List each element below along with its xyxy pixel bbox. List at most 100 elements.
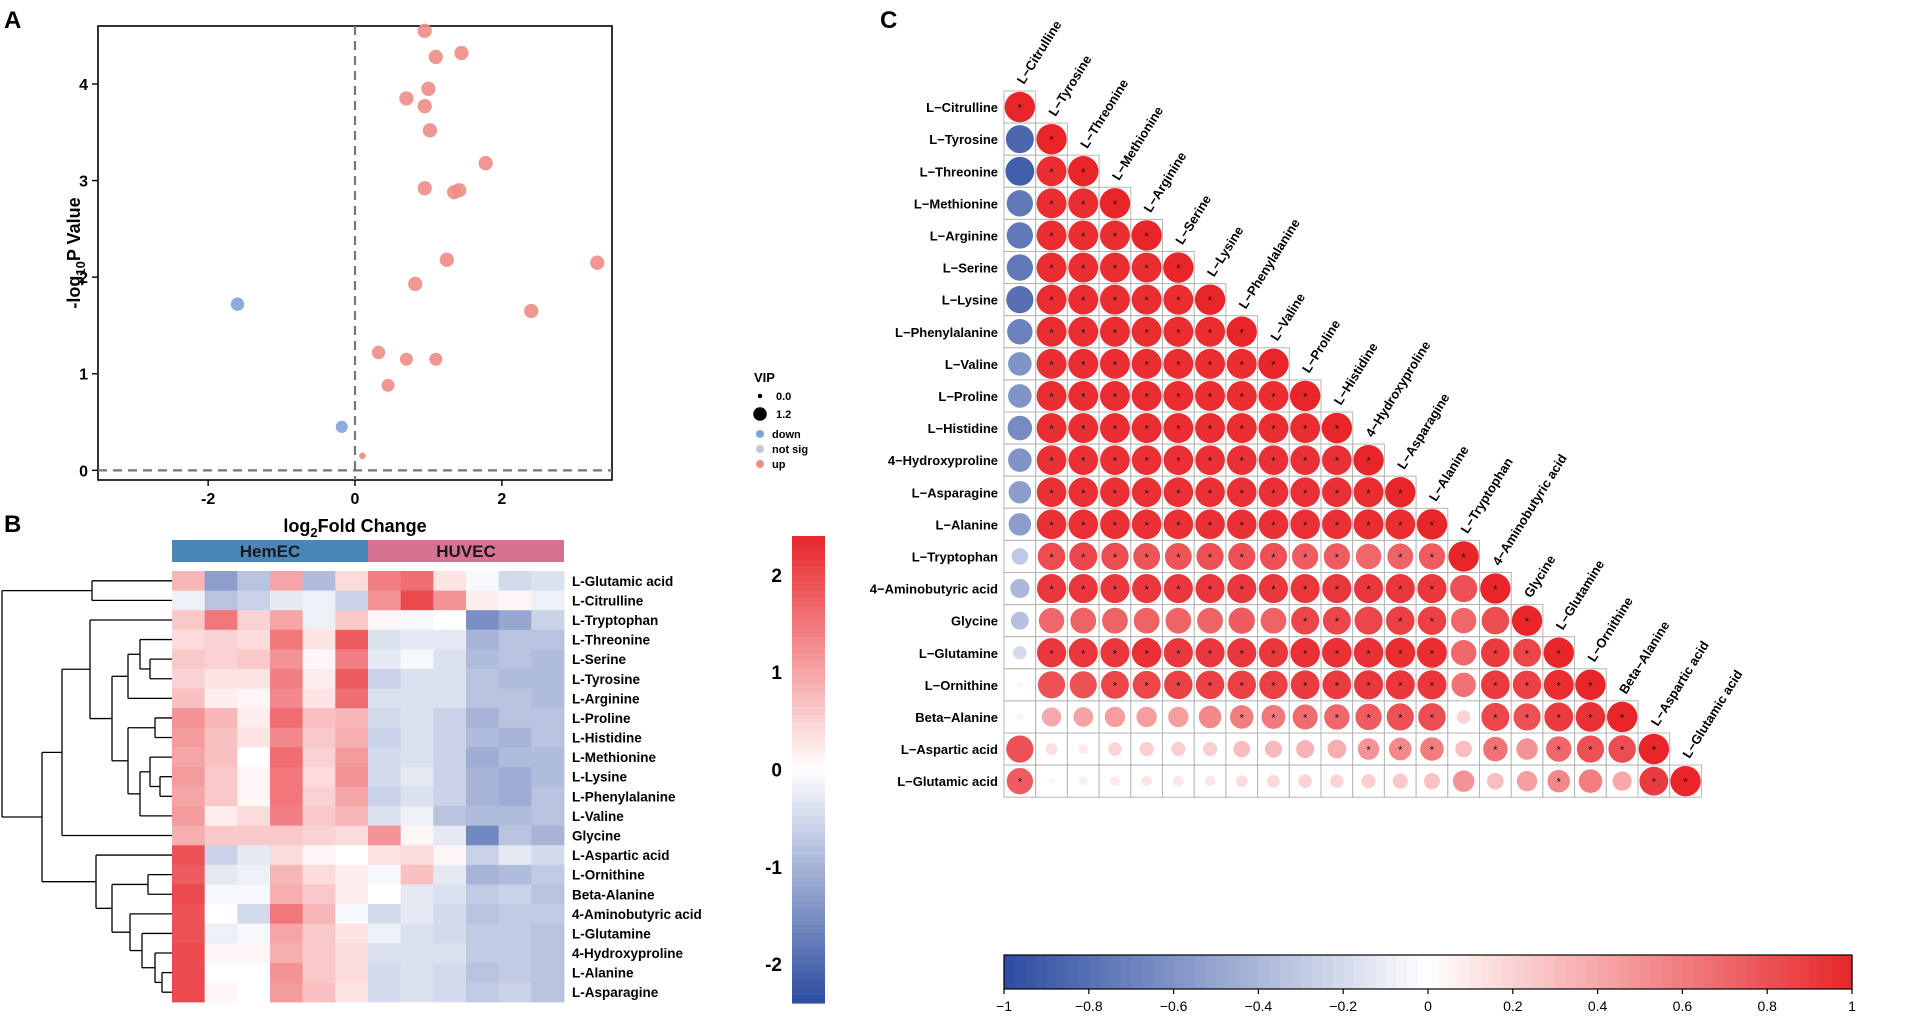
heatmap-cell: [400, 629, 434, 650]
correlation-circle: [1322, 509, 1352, 540]
heatmap-cell: [498, 668, 532, 689]
correlation-circle: [1068, 156, 1099, 187]
significance-star: *: [1113, 456, 1118, 468]
correlation-circle: [1131, 445, 1162, 475]
correlation-scale-label: 0.6: [1673, 998, 1693, 1014]
heatmap-row-label: L-Alanine: [572, 966, 634, 981]
correlation-scale-step: [1470, 955, 1482, 989]
correlation-circle: [1068, 348, 1099, 379]
significance-star: *: [1652, 777, 1657, 789]
heatmap-scale-step: [792, 644, 825, 654]
correlation-circle: [1290, 670, 1320, 700]
correlation-circle: [1361, 774, 1376, 789]
heatmap-cell: [302, 806, 336, 827]
significance-star: *: [1081, 327, 1086, 339]
significance-star: *: [1081, 231, 1086, 243]
correlation-scale-step: [1014, 955, 1026, 989]
correlation-scale-step: [1629, 955, 1641, 989]
correlation-circle: [1290, 413, 1321, 444]
correlation-circle: [1163, 252, 1194, 283]
heatmap-cell: [204, 884, 238, 905]
heatmap-cell: [433, 747, 467, 768]
correlation-circle: [1006, 767, 1034, 795]
heatmap-cell: [498, 727, 532, 748]
significance-star: *: [1303, 616, 1308, 628]
correlation-circle: [1258, 413, 1289, 444]
correlation-circle: [1195, 573, 1225, 604]
legend-title: VIP: [754, 370, 775, 385]
heatmap-cell: [498, 923, 532, 944]
heatmap-scale-step: [792, 676, 825, 685]
heatmap-cell: [237, 629, 271, 650]
volcano-point-up: [590, 255, 605, 270]
heatmap-scale-label: -2: [765, 955, 782, 976]
correlation-circle: [1131, 252, 1162, 283]
correlation-circle: [1258, 380, 1289, 411]
correlation-circle: [1483, 736, 1508, 762]
correlation-circle: [1194, 284, 1226, 315]
correlation-circle: [1136, 706, 1157, 728]
correlation-circle: [1511, 605, 1543, 636]
significance-star: *: [1176, 648, 1181, 660]
heatmap-cell: [400, 923, 434, 944]
heatmap-cell: [531, 825, 565, 846]
significance-star: *: [1335, 680, 1340, 692]
correlation-circle: [1417, 670, 1447, 700]
y-axis-label: -log10P Value: [64, 197, 88, 308]
heatmap-scale-step: [792, 722, 825, 732]
correlation-circle: [1068, 638, 1098, 668]
correlation-circle: [1451, 672, 1476, 698]
significance-star: *: [1145, 680, 1150, 692]
correlation-scale-step: [1428, 955, 1440, 989]
correlation-scale-step: [1120, 955, 1132, 989]
correlation-scale-step: [1364, 955, 1376, 989]
correlation-scale-step: [1173, 955, 1185, 989]
heatmap-cell: [498, 884, 532, 905]
heatmap-cell: [204, 962, 238, 983]
correlation-circle: [1036, 123, 1067, 155]
significance-star: *: [1398, 520, 1403, 532]
significance-star: *: [1303, 712, 1308, 724]
correlation-circle: [1008, 480, 1032, 504]
correlation-circle: [1068, 284, 1099, 315]
significance-star: *: [1430, 648, 1435, 660]
correlation-row-label: L−Histidine: [928, 421, 998, 436]
heatmap-cell: [335, 864, 369, 885]
correlation-circle: [1512, 670, 1542, 700]
heatmap-cell: [368, 610, 402, 631]
significance-star: *: [1366, 712, 1371, 724]
correlation-circle: [1036, 509, 1067, 540]
volcano-point-down: [335, 420, 348, 433]
significance-star: *: [1208, 648, 1213, 660]
y-axis-label-main: -log: [64, 276, 84, 309]
correlation-circle: [1141, 775, 1152, 787]
heatmap-cell: [466, 904, 500, 925]
heatmap-cell: [270, 806, 304, 827]
heatmap-cell: [498, 904, 532, 925]
correlation-column-label: L−Arginine: [1140, 149, 1189, 215]
correlation-circle: [1420, 737, 1444, 761]
correlation-circle: [1163, 316, 1194, 347]
correlation-circle: [1131, 316, 1162, 347]
volcano-point-down: [230, 297, 245, 311]
correlation-circle: [1355, 703, 1382, 731]
correlation-row-label: L−Arginine: [930, 228, 998, 243]
heatmap-cell: [368, 649, 402, 670]
legend-group-marker: [756, 460, 764, 468]
significance-star: *: [1335, 520, 1340, 532]
significance-star: *: [1176, 456, 1181, 468]
heatmap-scale-step: [792, 800, 825, 810]
significance-star: *: [1303, 456, 1308, 468]
significance-star: *: [1240, 712, 1245, 724]
correlation-scale-step: [1057, 955, 1069, 989]
heatmap-cell: [172, 884, 206, 905]
correlation-circle: [1226, 509, 1257, 540]
significance-star: *: [1081, 167, 1086, 179]
significance-star: *: [1113, 391, 1118, 403]
heatmap-cell: [433, 590, 467, 611]
significance-star: *: [1271, 648, 1276, 660]
heatmap-row-label: L-Asparagine: [572, 985, 659, 1000]
heatmap-scale-label: 0: [771, 761, 782, 782]
correlation-circle: [1353, 637, 1384, 668]
correlation-circle: [1450, 574, 1478, 603]
